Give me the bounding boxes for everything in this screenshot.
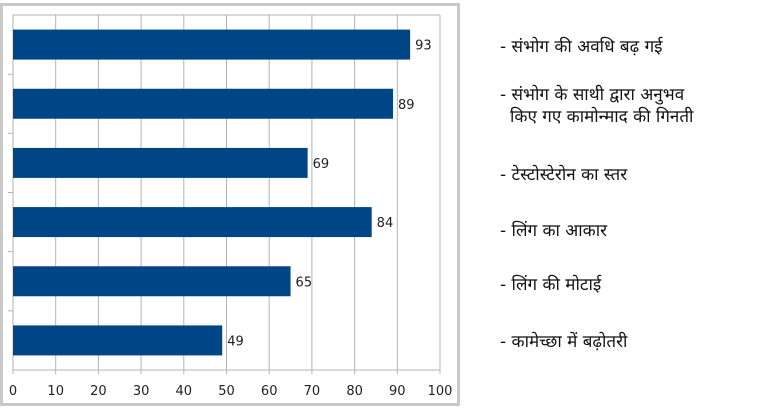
bar-chart: 0 10 20 30 40 50 60 70 80 90 100 93 89 69 84 65 49 <box>0 3 460 406</box>
bar <box>13 29 411 60</box>
bar <box>13 325 223 356</box>
category-label: - संभोग की अवधि बढ़ गई <box>500 37 663 57</box>
bar <box>13 147 308 178</box>
bar <box>13 207 372 238</box>
data-label: 93 <box>415 39 432 54</box>
category-label: - लिंग की मोटाई <box>500 275 602 295</box>
category-label: - टेस्टोस्टेरोन का स्तर <box>500 165 628 185</box>
x-tick-label: 50 <box>218 384 235 399</box>
x-tick-label: 0 <box>9 384 17 399</box>
x-tick-label: 100 <box>428 384 453 399</box>
category-label: - लिंग का आकार <box>500 221 608 241</box>
x-tick-label: 30 <box>133 384 150 399</box>
category-label: - कामेच्छा में बढ़ोतरी <box>500 332 628 352</box>
data-label: 49 <box>227 334 244 349</box>
bar <box>13 88 394 119</box>
bar <box>13 266 291 297</box>
category-label: - संभोग के साथी द्वारा अनुभव <box>500 85 685 105</box>
x-tick-label: 20 <box>90 384 107 399</box>
data-label: 84 <box>377 216 394 231</box>
data-label: 65 <box>296 275 313 290</box>
x-tick-label: 70 <box>304 384 321 399</box>
data-label: 89 <box>398 98 415 113</box>
x-tick-label: 60 <box>261 384 278 399</box>
category-label: कि‍ए गए कामोन्माद की गिनती <box>510 107 694 127</box>
data-label: 69 <box>313 157 330 172</box>
x-tick-label: 90 <box>389 384 406 399</box>
x-tick-label: 10 <box>47 384 64 399</box>
x-tick-label: 40 <box>176 384 193 399</box>
x-tick-label: 80 <box>346 384 363 399</box>
